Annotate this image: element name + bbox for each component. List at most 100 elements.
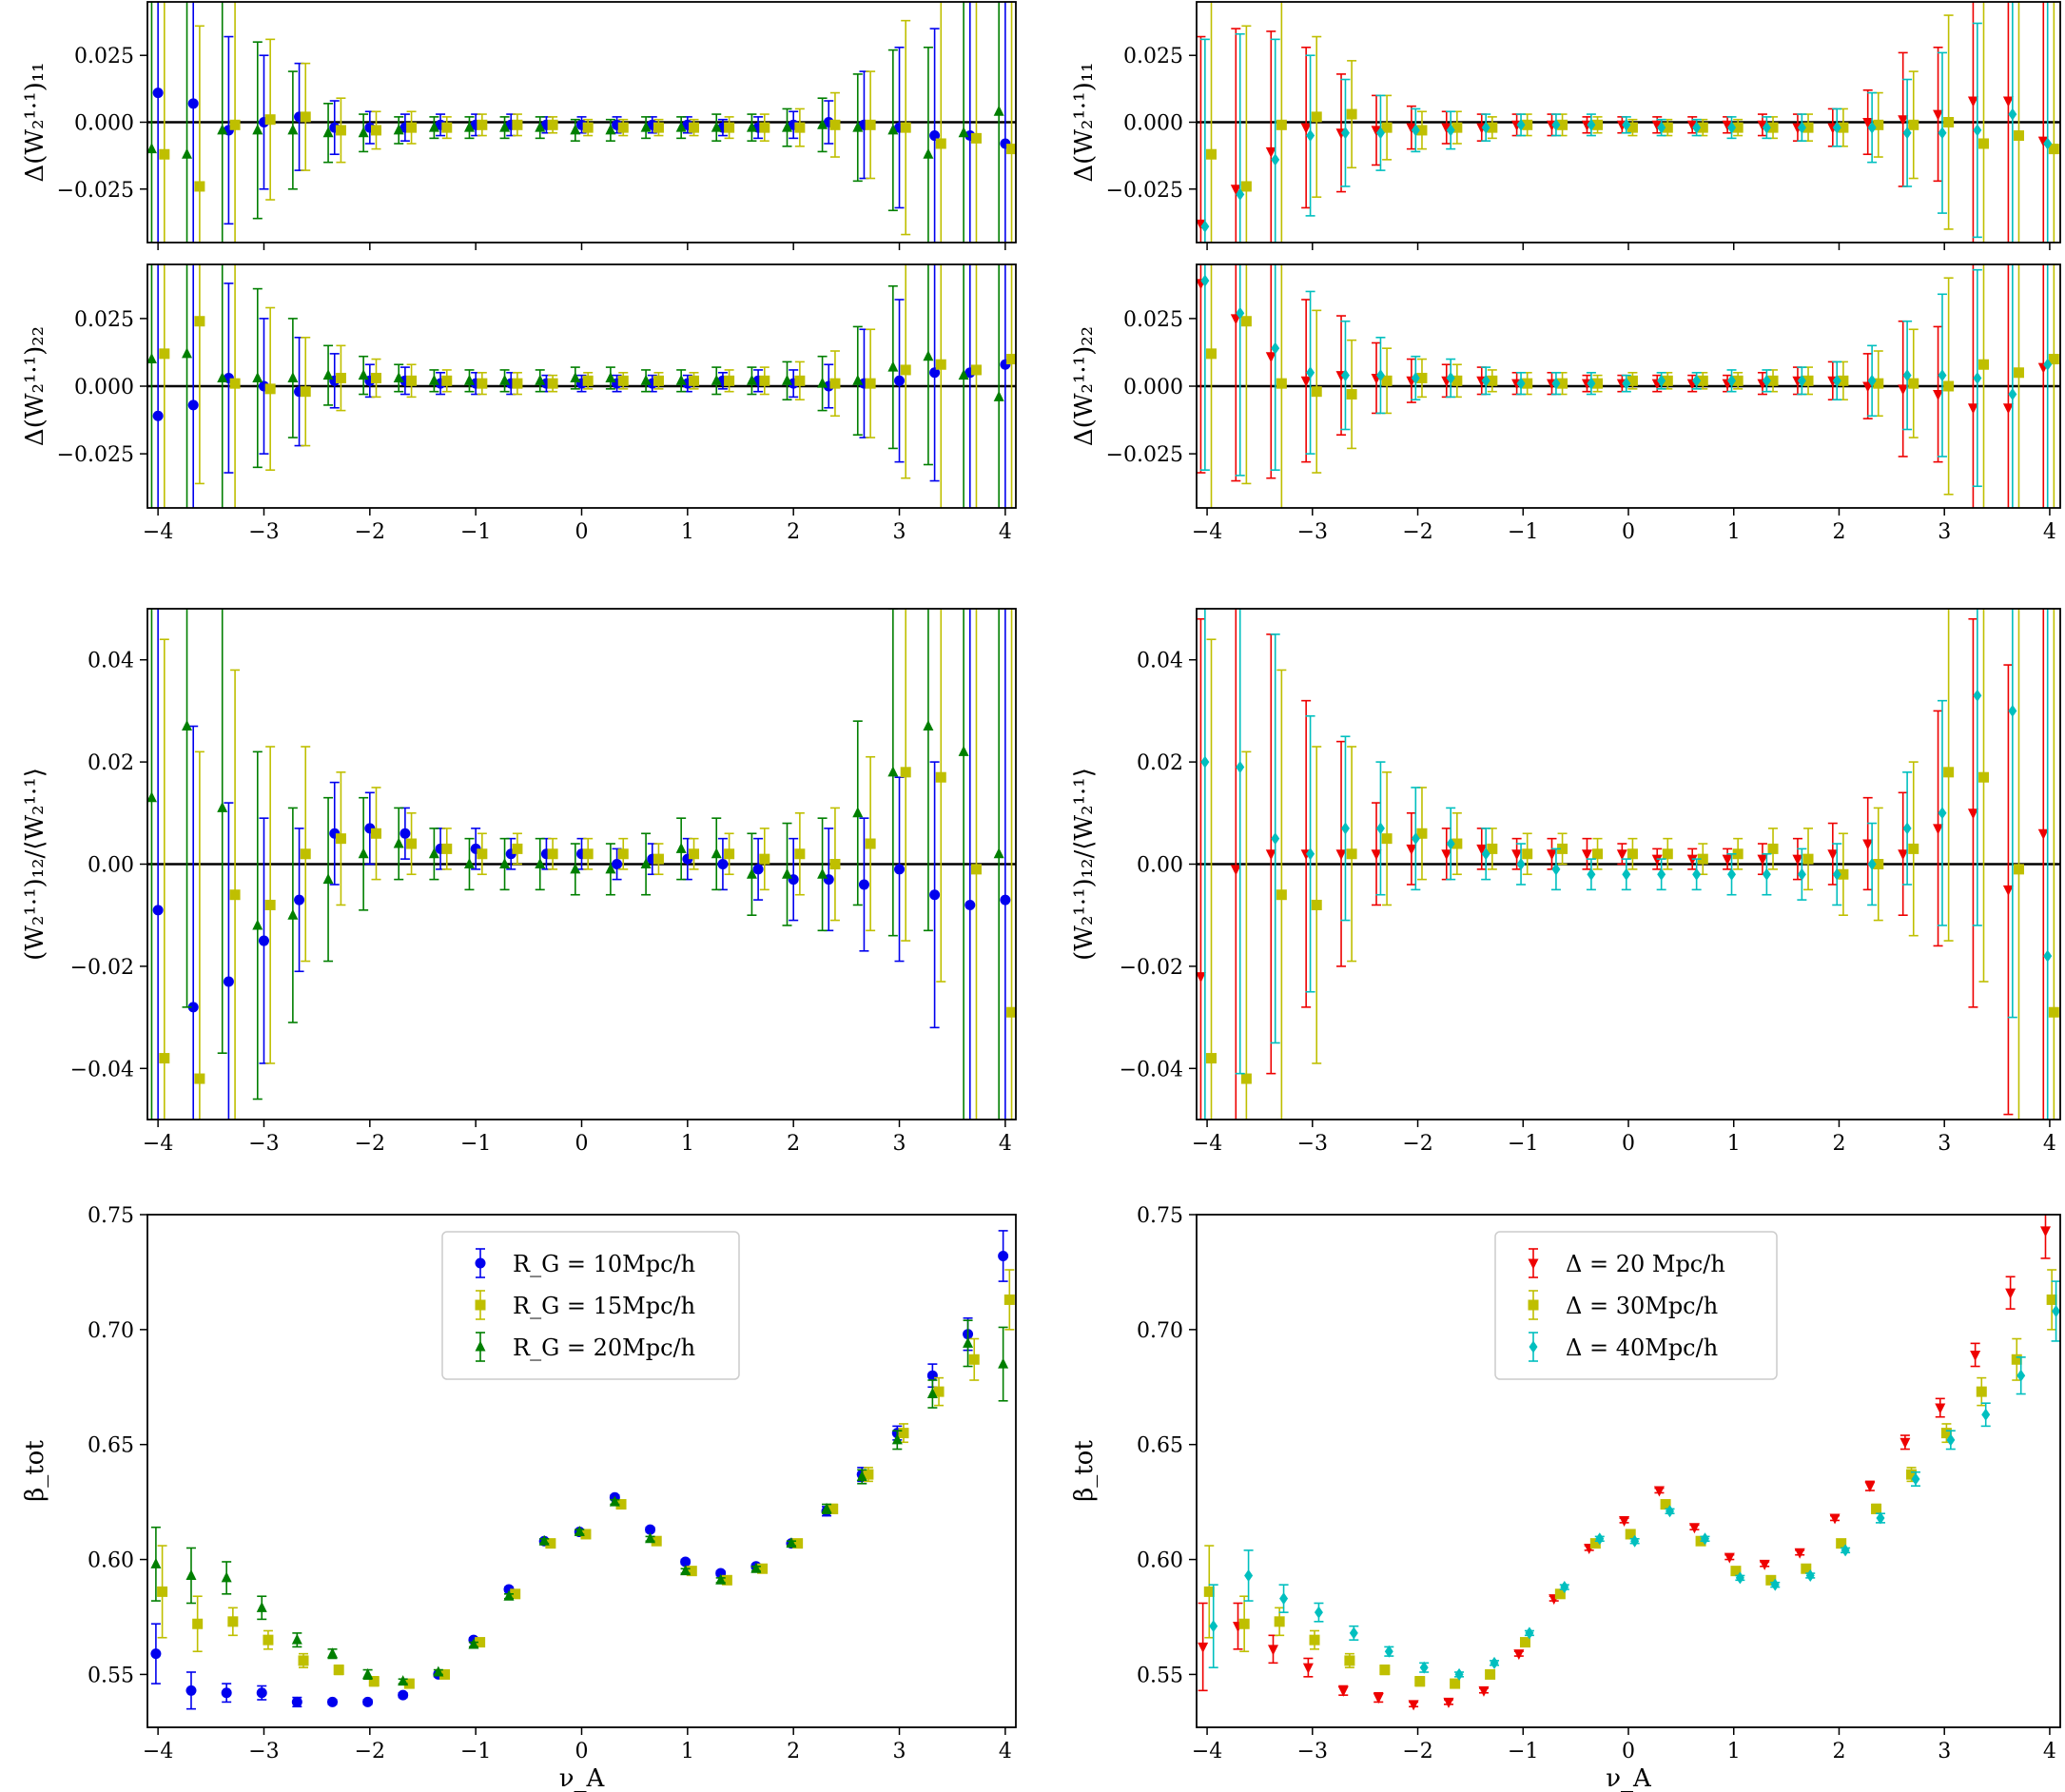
axes-frame [1196,608,2061,1120]
data-point [894,375,906,386]
data-point [547,119,558,130]
y-axis-label: β_tot [21,1440,49,1502]
data-point [1732,375,1744,386]
data-point [300,848,311,860]
x-tick-label: −2 [1402,520,1432,544]
data-point [1274,1616,1285,1627]
data-point [221,1687,232,1699]
y-axis-label: β_tot [1070,1440,1099,1502]
data-point [1976,1386,1987,1397]
data-point [194,181,205,192]
data-point [291,1633,302,1645]
data-point [2013,130,2024,142]
data-point [433,1665,444,1677]
data-point [1829,1513,1841,1525]
data-point [1697,853,1708,865]
data-point [1200,755,1210,769]
data-point [689,122,700,133]
data-point [617,122,629,133]
data-point [1454,1667,1464,1681]
data-point [1481,847,1490,861]
data-point [1792,854,1803,866]
data-point [187,1002,199,1013]
data-point [675,374,687,385]
data-point [782,867,793,879]
data-point [1306,129,1315,143]
data-point [1906,1469,1918,1480]
data-point [1411,371,1420,384]
data-point [1511,849,1523,861]
data-point [1265,849,1276,861]
data-point [935,138,946,149]
data-point [570,124,581,135]
data-point [335,125,346,136]
data-point [256,1601,267,1612]
data-point [1516,377,1526,390]
data-point [475,1637,486,1648]
data-point [147,143,157,154]
data-point [1933,824,1944,835]
x-tick-label: 1 [681,520,694,544]
x-tick-label: 3 [893,1740,906,1763]
data-point [1697,375,1708,386]
data-point [2048,1006,2059,1018]
data-point [1943,380,1955,392]
x-tick-label: 1 [1727,1740,1741,1763]
data-point [856,1471,867,1482]
data-point [1244,1568,1254,1582]
data-point [1977,138,1989,149]
data-point [256,1687,267,1699]
data-point [252,124,263,135]
data-point [711,121,722,132]
data-point [711,374,722,385]
data-point [887,766,899,777]
data-point [898,1428,909,1439]
bottom-right-panel: 0.55 0.60 0.65 0.70 0.75 −4 −3 −2 −1 0 1 2 3 4 β_tot ν_… [1070,1204,2061,1792]
data-point [477,119,488,130]
data-point [1416,372,1428,383]
y-tick-label: 0.00 [88,854,134,878]
data-point [1306,847,1315,861]
data-point [1371,849,1382,861]
data-point [923,147,934,159]
data-point [252,919,263,930]
data-point [468,1638,479,1649]
data-point [970,132,982,144]
data-point [1732,848,1744,860]
data-point [1616,849,1627,861]
data-point [1551,118,1561,131]
data-point [1450,1678,1461,1689]
data-point [441,843,453,854]
data-point [1662,122,1673,133]
data-point [1627,848,1638,860]
data-point [1490,1656,1499,1669]
data-point [358,847,369,859]
data-point [1722,120,1733,131]
data-point [1406,844,1417,855]
data-point [358,127,369,138]
data-point [829,378,841,389]
data-point [1230,865,1241,876]
data-point [499,374,511,385]
data-point [147,353,157,364]
legend-marker [1528,1299,1539,1311]
x-tick-label: −4 [143,1740,173,1763]
x-tick-label: 1 [681,1740,694,1763]
data-point [1836,1538,1847,1549]
data-point [1551,863,1561,876]
axes-frame [1196,1214,2061,1728]
data-point [1522,848,1533,860]
series-green [150,1319,1009,1686]
legend-label: Δ = 40Mpc/h [1566,1334,1718,1361]
x-tick-label: −3 [248,520,279,544]
data-point [1770,1578,1780,1591]
data-point [1899,1437,1911,1449]
data-point [1902,127,1912,140]
data-point [582,122,594,133]
data-point [782,374,793,385]
series-red [1197,2,2049,243]
data-point [653,375,664,386]
data-point [403,1678,415,1689]
data-point [1832,867,1841,881]
bottom-left-panel: 0.55 0.60 0.65 0.70 0.75 −4 −3 −2 −1 0 1 2 3 4 β_tot ν_… [21,1204,1017,1792]
